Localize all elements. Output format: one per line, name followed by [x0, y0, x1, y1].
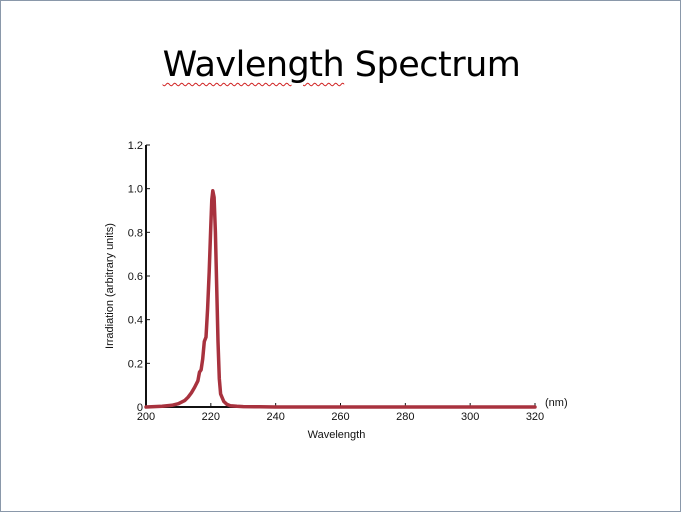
x-axis-label: Wavelength — [308, 429, 366, 441]
y-tick-label: 0.8 — [128, 227, 143, 239]
x-tick-label: 260 — [331, 411, 349, 423]
y-tick-label: 0.6 — [128, 271, 143, 283]
y-tick-label: 0.4 — [128, 315, 143, 327]
y-tick-label: 1.2 — [128, 140, 143, 152]
x-tick-label: 220 — [202, 411, 220, 423]
x-tick-label: 280 — [396, 411, 414, 423]
y-tick-label: 1.0 — [128, 184, 143, 196]
spectrum-series-line — [144, 189, 537, 409]
x-tick-label: 320 — [526, 411, 544, 423]
y-ticks: 0 0.2 0.4 0.6 0.8 1.0 1.2 — [128, 140, 150, 414]
y-tick-label: 0.2 — [128, 358, 143, 370]
title-misspelled-word: Wavlength — [162, 45, 345, 85]
y-axis-label: Irradiation (arbitrary units) — [104, 223, 116, 349]
chart-axes — [145, 145, 535, 408]
slide-title: Wavlength Spectrum — [1, 41, 681, 89]
y-tick-label: 0 — [137, 402, 143, 414]
x-tick-label: 240 — [266, 411, 284, 423]
x-ticks: 200 220 240 260 280 300 320 — [137, 403, 544, 423]
x-tick-label: 300 — [461, 411, 479, 423]
x-axis-unit: (nm) — [545, 397, 568, 409]
x-tick-label: 200 — [137, 411, 155, 423]
series-layer — [144, 189, 537, 409]
title-word: Spectrum — [344, 45, 521, 85]
